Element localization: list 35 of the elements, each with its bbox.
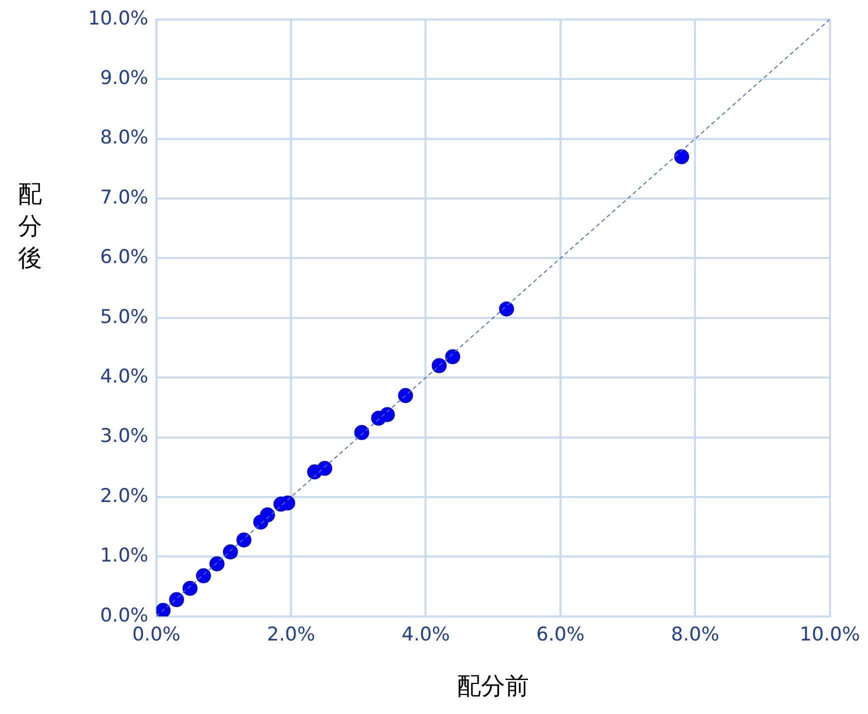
x-tick-label: 10.0% (800, 624, 860, 646)
point (499, 301, 514, 316)
x-tick-label: 4.0% (402, 624, 450, 646)
y-tick-label: 2.0% (100, 484, 148, 507)
point (445, 349, 460, 364)
y-tick-label: 8.0% (100, 126, 148, 149)
point (260, 507, 275, 522)
y-tick-label: 5.0% (100, 306, 148, 328)
x-tick-label: 0.0% (132, 624, 180, 646)
y-tick-label: 9.0% (100, 67, 148, 90)
point (156, 602, 171, 616)
point (209, 556, 224, 572)
x-axis-title: 配分前 (457, 672, 530, 700)
point (182, 580, 198, 596)
point (236, 532, 252, 548)
x-tick-label: 8.0% (670, 624, 720, 646)
y-tick-label: 6.0% (100, 246, 148, 268)
x-tick-label: 6.0% (536, 624, 585, 646)
point (380, 407, 395, 422)
y-tick-label: 4.0% (100, 366, 148, 388)
y-tick-label: 0.0% (100, 604, 148, 626)
y-tick-label: 3.0% (100, 425, 148, 448)
point (354, 425, 370, 440)
point (222, 544, 238, 560)
y-tick-label: 7.0% (100, 186, 148, 208)
point (674, 149, 690, 164)
point (196, 568, 211, 584)
y-tick-label: 1.0% (100, 544, 148, 567)
point (169, 592, 184, 608)
y-tick-label: 10.0% (88, 7, 148, 30)
point (432, 358, 447, 374)
point (317, 460, 332, 476)
x-tick-label: 2.0% (266, 624, 316, 646)
point (398, 388, 414, 404)
y-axis-title: 配分後 (17, 179, 43, 274)
